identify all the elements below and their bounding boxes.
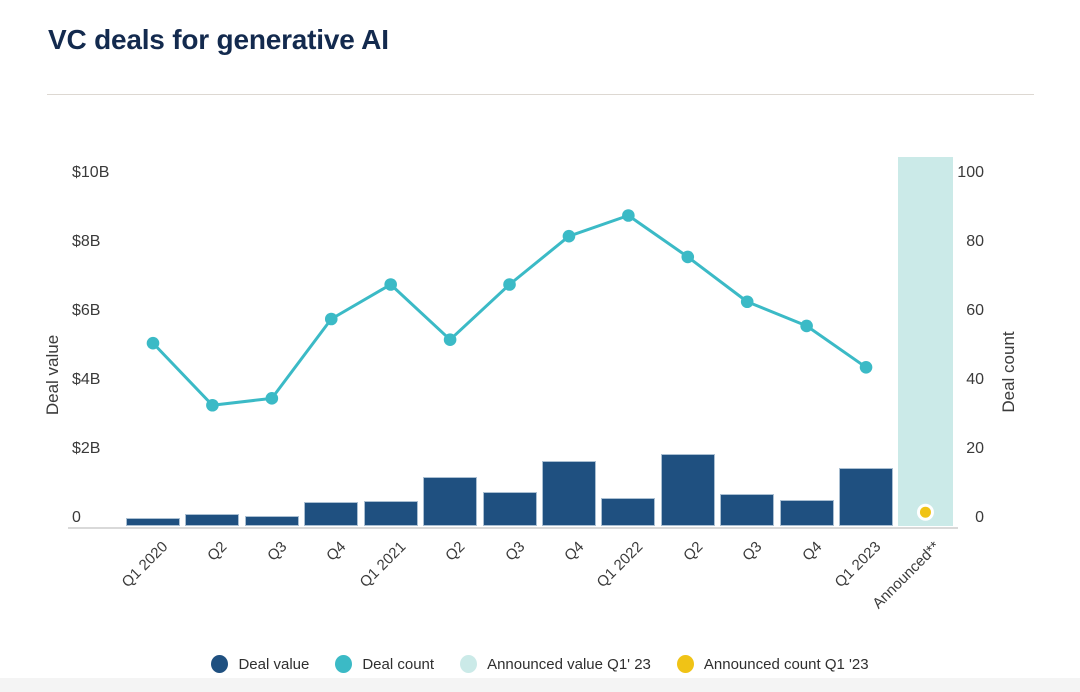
legend-item-announced-count: Announced count Q1 '23 xyxy=(676,655,869,673)
deal-value-bar xyxy=(363,501,418,526)
deal-count-point xyxy=(562,229,576,243)
y-axis-tick-left: $10B xyxy=(72,164,110,181)
deal-count-point xyxy=(265,392,279,405)
legend-item-deal-value: Deal value xyxy=(211,655,309,673)
deal-count-point xyxy=(206,398,219,412)
deal-count-point xyxy=(681,250,695,264)
deal-value-bar xyxy=(185,513,240,526)
legend-swatch-announced-value xyxy=(460,655,478,673)
deal-count-point xyxy=(443,333,457,347)
page-bottom-strip xyxy=(0,678,1080,692)
deal-count-point xyxy=(800,319,813,333)
deal-count-point xyxy=(384,278,397,291)
deal-count-point xyxy=(324,312,338,326)
announced-count-point xyxy=(916,503,934,521)
deal-count-point xyxy=(740,295,754,309)
y-axis-tick-right: 100 xyxy=(957,164,984,181)
deal-value-bar xyxy=(660,453,715,526)
deal-count-point xyxy=(622,209,635,222)
deal-value-bar xyxy=(779,500,834,526)
legend-swatch-announced-count xyxy=(676,655,694,673)
y-axis-tick-left: $6B xyxy=(72,302,101,319)
page-title: VC deals for generative AI xyxy=(48,24,389,55)
legend-label: Deal value xyxy=(238,655,310,673)
deal-count-point xyxy=(503,278,516,291)
deal-count-point xyxy=(859,361,873,374)
y-axis-tick-left: $2B xyxy=(72,440,101,457)
legend-label: Deal count xyxy=(362,655,435,673)
y-axis-tick-right: 60 xyxy=(966,302,984,319)
announced-value-bar xyxy=(897,156,953,526)
deal-value-bar xyxy=(423,477,478,526)
x-axis-line xyxy=(68,527,958,529)
deal-value-bar xyxy=(541,461,596,526)
y-axis-tick-left: $8B xyxy=(72,233,101,250)
deal-value-bar xyxy=(601,498,656,526)
y-axis-tick-right: 0 xyxy=(975,509,984,526)
deal-value-bar xyxy=(482,491,537,526)
y-axis-tick-left: $4B xyxy=(72,371,101,388)
chart-legend: Deal value Deal count Announced value Q1… xyxy=(0,650,1080,678)
y-axis-tick-right: 80 xyxy=(966,233,984,250)
y-axis-tick-right: 20 xyxy=(966,440,984,457)
deal-value-bar xyxy=(304,501,359,526)
y-axis-tick-left: 0 xyxy=(72,509,81,526)
legend-swatch-deal-value xyxy=(211,655,229,673)
legend-label: Announced count Q1 '23 xyxy=(703,655,869,673)
title-divider xyxy=(47,94,1034,95)
deal-value-bar xyxy=(720,493,775,526)
legend-swatch-deal-count xyxy=(335,655,353,673)
legend-item-announced-value: Announced value Q1' 23 xyxy=(460,655,651,673)
deal-count-point xyxy=(146,336,160,350)
y-axis-tick-right: 40 xyxy=(966,371,984,388)
deal-count-line xyxy=(151,214,867,407)
deal-value-bar xyxy=(839,468,894,526)
deal-value-bar xyxy=(126,518,180,526)
deal-value-bar xyxy=(244,515,299,526)
legend-label: Announced value Q1' 23 xyxy=(487,655,651,673)
legend-item-deal-count: Deal count xyxy=(335,655,434,673)
